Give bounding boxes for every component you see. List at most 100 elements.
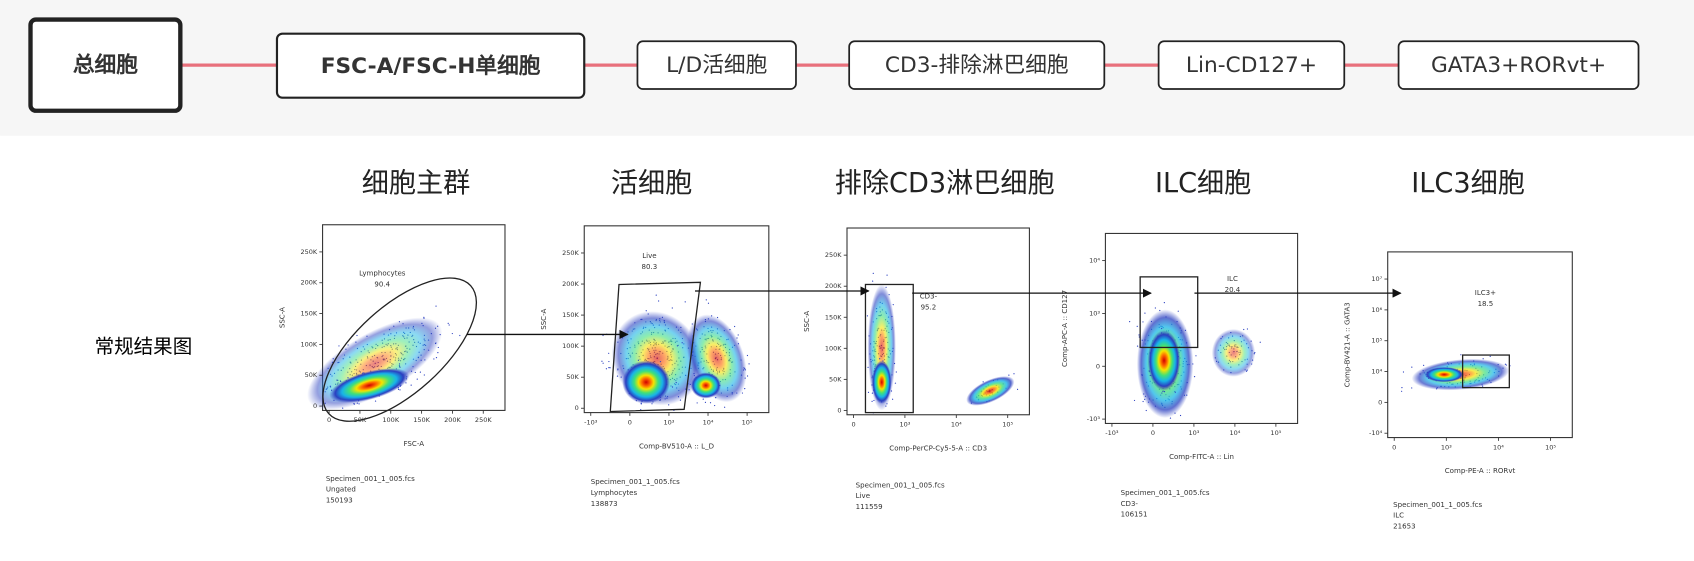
y-tick-label: 0 — [837, 406, 841, 414]
event-dot — [885, 405, 887, 407]
x-tick-label: 200K — [444, 416, 461, 424]
event-dot — [1179, 414, 1182, 417]
x-tick-label: 10³ — [899, 421, 910, 429]
y-tick-label: 0 — [575, 404, 579, 412]
y-axis-label: Comp-APC-A :: CD127 — [1060, 290, 1069, 367]
x-tick-label: -10³ — [584, 418, 598, 426]
event-dot — [1423, 364, 1425, 366]
event-dot — [676, 345, 678, 347]
x-tick-label: 10⁴ — [703, 418, 714, 426]
event-dot — [605, 368, 607, 370]
event-dot — [1169, 417, 1172, 419]
event-dot — [358, 403, 360, 405]
event-dot — [871, 392, 874, 394]
x-tick-label: 10⁵ — [1545, 443, 1556, 451]
event-dot — [1174, 391, 1176, 393]
event-dot — [675, 326, 678, 328]
event-dot — [356, 402, 358, 404]
y-tick-label: 10⁶ — [1371, 306, 1382, 314]
event-dot — [336, 379, 338, 381]
y-tick-label: 50K — [566, 373, 579, 381]
x-tick-label: 10⁴ — [951, 421, 962, 429]
x-tick-label: 10³ — [663, 418, 674, 426]
density-blob — [690, 372, 722, 399]
event-dot — [1008, 374, 1010, 376]
event-dot — [1161, 392, 1163, 394]
event-dot — [671, 307, 673, 309]
density-blob — [329, 368, 410, 403]
specimen-info: Specimen_001_1_005.fcs — [1121, 488, 1210, 497]
x-tick-label: 10⁵ — [1002, 421, 1013, 429]
x-tick-label: 0 — [851, 421, 855, 429]
x-tick-label: 10³ — [1441, 443, 1452, 451]
y-tick-label: 250K — [300, 248, 317, 256]
pipeline-box — [1157, 40, 1346, 90]
event-dot — [1016, 388, 1019, 390]
density-blob — [1211, 328, 1256, 377]
event-dot — [1504, 363, 1507, 365]
y-tick-label: 150K — [825, 313, 842, 321]
event-dot — [702, 398, 704, 400]
event-dot — [655, 294, 657, 296]
event-dot — [447, 322, 449, 324]
event-dot — [872, 280, 874, 282]
pipeline-step: L/D活细胞 — [666, 53, 767, 78]
event-dot — [1154, 307, 1156, 309]
event-dot — [1142, 400, 1144, 403]
event-dot — [602, 334, 604, 337]
y-axis-label: Comp-BV421-A :: GATA3 — [1343, 302, 1352, 387]
event-dot — [872, 272, 874, 274]
event-dot — [1177, 310, 1179, 312]
y-tick-label: 100K — [562, 342, 579, 350]
event-dot — [645, 310, 647, 312]
x-axis-label: FSC-A — [404, 439, 425, 448]
event-dot — [608, 352, 610, 354]
plot-title: 活细胞 — [611, 168, 692, 199]
event-dot — [609, 367, 611, 369]
event-dot — [1163, 391, 1166, 393]
pipeline-step: GATA3+RORvt+ — [1431, 53, 1606, 78]
y-tick-label: 10⁷ — [1371, 275, 1382, 283]
event-dot — [1411, 366, 1413, 368]
event-dot — [1144, 312, 1146, 314]
plot-title: 排除CD3淋巴细胞 — [835, 168, 1055, 199]
x-tick-label: 50K — [354, 416, 367, 424]
event-dot — [637, 359, 640, 361]
pipeline-box — [848, 40, 1106, 90]
gate — [1139, 276, 1199, 349]
event-dot — [399, 366, 401, 368]
event-dot — [608, 360, 610, 363]
gate — [1461, 354, 1510, 389]
x-axis-label: Comp-BV510-A :: L_D — [639, 441, 715, 450]
x-tick-label: -10³ — [1105, 429, 1119, 437]
event-dot — [410, 384, 412, 386]
event-dot — [1402, 371, 1405, 373]
event-dot — [1138, 334, 1140, 336]
specimen-info: Live — [856, 491, 870, 500]
event-dot — [435, 357, 438, 359]
plot-frame — [1104, 232, 1299, 424]
pipeline-step: 总细胞 — [73, 52, 138, 78]
event-dot — [398, 363, 401, 365]
event-dot — [714, 404, 716, 407]
y-tick-label: 100K — [300, 340, 317, 348]
specimen-info: 106151 — [1121, 510, 1148, 519]
event-dot — [601, 360, 603, 362]
event-dot — [1246, 328, 1249, 330]
x-axis-label: Comp-FITC-A :: Lin — [1169, 452, 1234, 461]
event-dot — [659, 361, 662, 363]
event-dot — [1243, 328, 1245, 331]
specimen-info: CD3- — [1121, 499, 1139, 508]
event-dot — [410, 370, 413, 372]
event-dot — [1163, 302, 1165, 304]
event-dot — [1136, 325, 1138, 327]
gate-value: 95.2 — [921, 302, 937, 311]
event-dot — [746, 375, 749, 377]
event-dot — [1013, 373, 1015, 375]
event-dot — [705, 299, 707, 301]
specimen-info: Specimen_001_1_005.fcs — [1393, 500, 1482, 509]
x-tick-label: 10⁴ — [1493, 443, 1504, 451]
specimen-info: Lymphocytes — [591, 488, 638, 497]
density-blob — [966, 376, 1015, 406]
